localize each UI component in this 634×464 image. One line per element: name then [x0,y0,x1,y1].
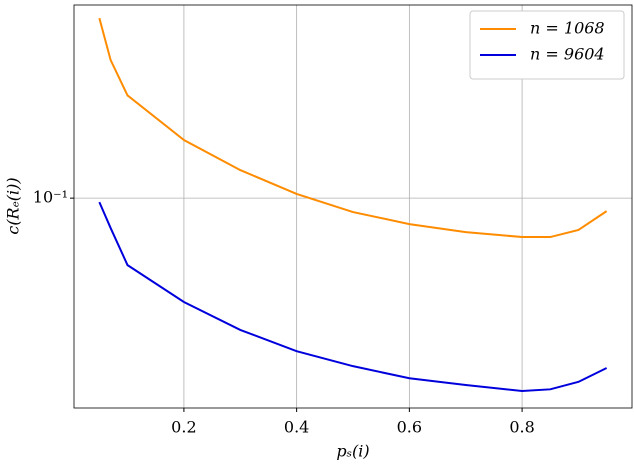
line-series [98,201,608,392]
x-tick-label: 0.6 [397,418,422,437]
x-tick-label: 0.8 [509,418,534,437]
x-tick-label: 0.2 [171,418,196,437]
plot-frame [73,4,633,409]
x-axis-label: pₛ(i) [336,442,369,461]
x-tick-label: 0.4 [284,418,309,437]
legend-label: n = 1068 [530,19,605,38]
line-series [98,17,608,239]
y-axis-label: c(Rₑ(i)) [4,177,23,234]
legend-label: n = 9604 [530,45,605,64]
y-tick-label: 10⁻¹ [33,188,68,207]
